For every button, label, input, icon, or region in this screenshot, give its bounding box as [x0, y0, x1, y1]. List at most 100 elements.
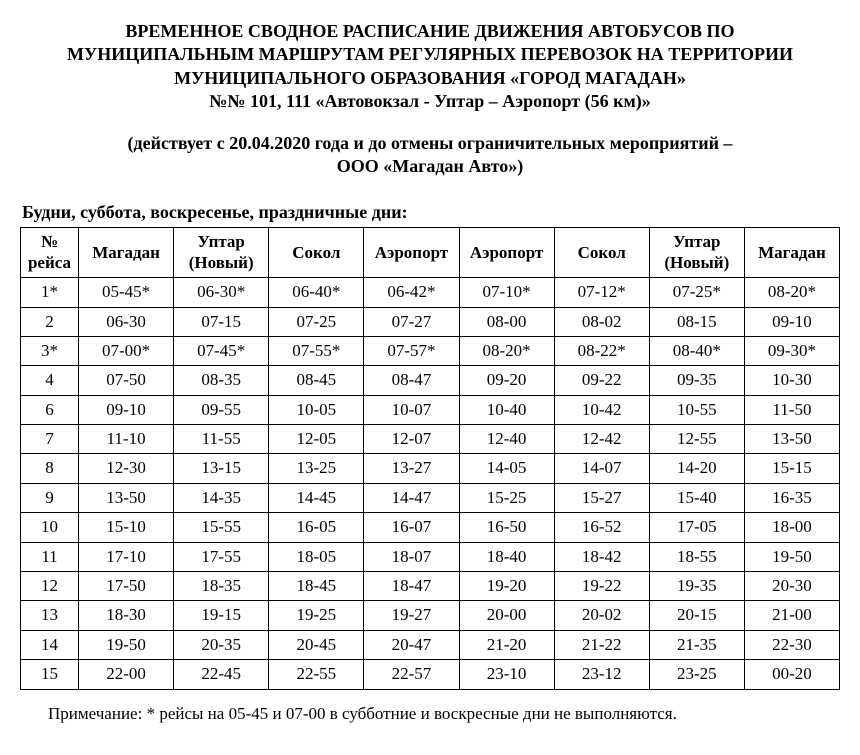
table-cell: 16-35: [744, 483, 839, 512]
table-cell: 07-10*: [459, 278, 554, 307]
table-cell: 18-40: [459, 542, 554, 571]
table-cell: 10-05: [269, 395, 364, 424]
col-header-7: Уптар(Новый): [649, 228, 744, 278]
table-cell: 18-45: [269, 572, 364, 601]
table-cell: 06-30*: [174, 278, 269, 307]
table-cell: 08-45: [269, 366, 364, 395]
title-line-1: ВРЕМЕННОЕ СВОДНОЕ РАСПИСАНИЕ ДВИЖЕНИЯ АВ…: [20, 20, 840, 43]
table-cell: 10: [21, 513, 79, 542]
table-cell: 08-20*: [744, 278, 839, 307]
col-header-top: №: [23, 232, 76, 252]
table-cell: 09-10: [79, 395, 174, 424]
table-cell: 07-45*: [174, 336, 269, 365]
table-cell: 12-30: [79, 454, 174, 483]
table-cell: 12-55: [649, 425, 744, 454]
table-row: 711-1011-5512-0512-0712-4012-4212-5513-5…: [21, 425, 840, 454]
col-header-bottom: (Новый): [652, 253, 742, 273]
table-row: 1015-1015-5516-0516-0716-5016-5217-0518-…: [21, 513, 840, 542]
table-cell: 6: [21, 395, 79, 424]
table-cell: 21-00: [744, 601, 839, 630]
table-row: 1*05-45*06-30*06-40*06-42*07-10*07-12*07…: [21, 278, 840, 307]
table-cell: 13-50: [79, 483, 174, 512]
table-row: 1217-5018-3518-4518-4719-2019-2219-3520-…: [21, 572, 840, 601]
table-cell: 14-47: [364, 483, 459, 512]
subtitle-line-1: (действует с 20.04.2020 года и до отмены…: [20, 132, 840, 155]
table-cell: 16-05: [269, 513, 364, 542]
subtitle-line-2: ООО «Магадан Авто»): [20, 155, 840, 178]
col-header-3: Сокол: [269, 228, 364, 278]
table-cell: 18-55: [649, 542, 744, 571]
table-cell: 11-50: [744, 395, 839, 424]
table-cell: 18-30: [79, 601, 174, 630]
table-cell: 18-42: [554, 542, 649, 571]
table-cell: 23-25: [649, 660, 744, 689]
table-cell: 8: [21, 454, 79, 483]
title-line-3: МУНИЦИПАЛЬНОГО ОБРАЗОВАНИЯ «ГОРОД МАГАДА…: [20, 67, 840, 90]
table-cell: 14-45: [269, 483, 364, 512]
table-cell: 11-55: [174, 425, 269, 454]
table-row: 1117-1017-5518-0518-0718-4018-4218-5519-…: [21, 542, 840, 571]
table-cell: 15-40: [649, 483, 744, 512]
col-header-top: Уптар: [176, 232, 266, 252]
table-cell: 09-20: [459, 366, 554, 395]
col-header-5: Аэропорт: [459, 228, 554, 278]
table-cell: 08-00: [459, 307, 554, 336]
table-cell: 22-45: [174, 660, 269, 689]
table-cell: 09-55: [174, 395, 269, 424]
table-cell: 18-47: [364, 572, 459, 601]
table-cell: 10-30: [744, 366, 839, 395]
table-cell: 18-35: [174, 572, 269, 601]
table-row: 812-3013-1513-2513-2714-0514-0714-2015-1…: [21, 454, 840, 483]
table-cell: 07-50: [79, 366, 174, 395]
table-cell: 13-15: [174, 454, 269, 483]
table-cell: 16-50: [459, 513, 554, 542]
table-cell: 11: [21, 542, 79, 571]
table-cell: 9: [21, 483, 79, 512]
table-cell: 17-10: [79, 542, 174, 571]
table-row: 407-5008-3508-4508-4709-2009-2209-3510-3…: [21, 366, 840, 395]
table-cell: 4: [21, 366, 79, 395]
table-cell: 3*: [21, 336, 79, 365]
table-cell: 06-42*: [364, 278, 459, 307]
schedule-table-head: №рейсаМагаданУптар(Новый)СоколАэропортАэ…: [21, 228, 840, 278]
table-cell: 17-55: [174, 542, 269, 571]
table-cell: 11-10: [79, 425, 174, 454]
table-cell: 20-47: [364, 630, 459, 659]
table-cell: 15-10: [79, 513, 174, 542]
table-row: 206-3007-1507-2507-2708-0008-0208-1509-1…: [21, 307, 840, 336]
table-cell: 07-25: [269, 307, 364, 336]
table-cell: 14-05: [459, 454, 554, 483]
table-cell: 19-50: [79, 630, 174, 659]
col-header-bottom: (Новый): [176, 253, 266, 273]
table-cell: 12-07: [364, 425, 459, 454]
subtitle: (действует с 20.04.2020 года и до отмены…: [20, 132, 840, 179]
table-cell: 00-20: [744, 660, 839, 689]
col-header-6: Сокол: [554, 228, 649, 278]
table-cell: 10-40: [459, 395, 554, 424]
table-cell: 05-45*: [79, 278, 174, 307]
table-cell: 09-35: [649, 366, 744, 395]
table-cell: 19-50: [744, 542, 839, 571]
table-cell: 08-35: [174, 366, 269, 395]
table-cell: 09-22: [554, 366, 649, 395]
table-cell: 08-15: [649, 307, 744, 336]
table-row: 3*07-00*07-45*07-55*07-57*08-20*08-22*08…: [21, 336, 840, 365]
table-cell: 07-12*: [554, 278, 649, 307]
table-cell: 1*: [21, 278, 79, 307]
table-cell: 07-00*: [79, 336, 174, 365]
title-line-4: №№ 101, 111 «Автовокзал - Уптар – Аэропо…: [20, 90, 840, 113]
col-header-top: Уптар: [652, 232, 742, 252]
table-cell: 08-47: [364, 366, 459, 395]
table-cell: 13: [21, 601, 79, 630]
table-cell: 12-05: [269, 425, 364, 454]
table-cell: 20-02: [554, 601, 649, 630]
table-cell: 06-30: [79, 307, 174, 336]
table-cell: 07-57*: [364, 336, 459, 365]
table-row: 1318-3019-1519-2519-2720-0020-0220-1521-…: [21, 601, 840, 630]
table-cell: 06-40*: [269, 278, 364, 307]
table-cell: 08-20*: [459, 336, 554, 365]
table-cell: 10-42: [554, 395, 649, 424]
table-cell: 21-20: [459, 630, 554, 659]
schedule-table: №рейсаМагаданУптар(Новый)СоколАэропортАэ…: [20, 227, 840, 689]
table-cell: 22-57: [364, 660, 459, 689]
